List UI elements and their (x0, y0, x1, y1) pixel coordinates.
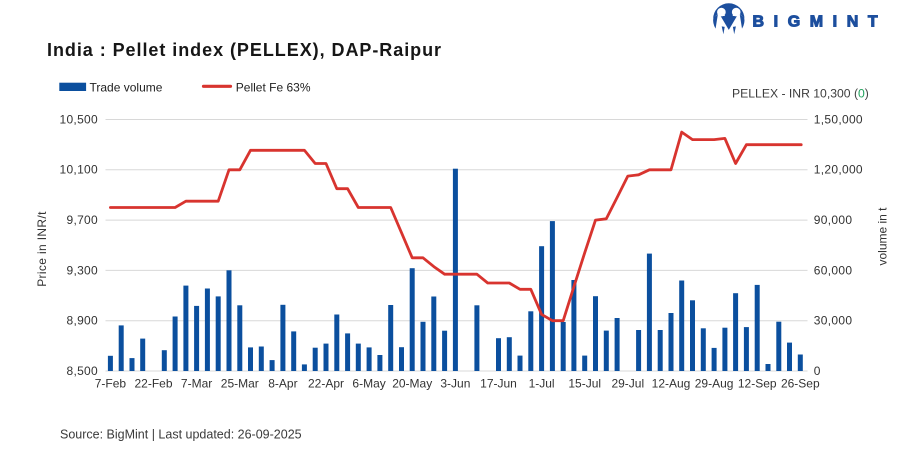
svg-text:20-May: 20-May (392, 376, 432, 390)
svg-text:60,000: 60,000 (814, 263, 853, 277)
svg-text:BIGMINT: BIGMINT (753, 14, 888, 31)
svg-text:Pellet Fe 63%: Pellet Fe 63% (236, 80, 311, 94)
svg-text:1,50,000: 1,50,000 (814, 112, 863, 126)
svg-text:22-Apr: 22-Apr (308, 376, 344, 390)
svg-text:26-Sep: 26-Sep (781, 376, 820, 390)
svg-text:8,500: 8,500 (66, 364, 98, 378)
svg-text:1,20,000: 1,20,000 (814, 163, 863, 177)
svg-text:Price in INR/t: Price in INR/t (35, 211, 49, 287)
svg-text:12-Sep: 12-Sep (738, 376, 777, 390)
svg-text:25-Mar: 25-Mar (221, 376, 259, 390)
svg-text:7-Mar: 7-Mar (181, 376, 212, 390)
svg-text:9,300: 9,300 (66, 263, 98, 277)
svg-text:3-Jun: 3-Jun (440, 376, 470, 390)
svg-text:12-Aug: 12-Aug (652, 376, 691, 390)
svg-text:30,000: 30,000 (814, 314, 853, 328)
svg-text:17-Jun: 17-Jun (480, 376, 517, 390)
svg-text:PELLEX - INR 10,300 (0): PELLEX - INR 10,300 (0) (732, 86, 869, 100)
svg-text:6-May: 6-May (352, 376, 385, 390)
svg-text:90,000: 90,000 (814, 213, 853, 227)
svg-text:29-Jul: 29-Jul (611, 376, 644, 390)
svg-text:7-Feb: 7-Feb (95, 376, 127, 390)
svg-text:India : Pellet index (PELLEX),: India : Pellet index (PELLEX), DAP-Raipu… (47, 40, 442, 60)
svg-text:volume in t: volume in t (875, 207, 889, 266)
svg-text:29-Aug: 29-Aug (695, 376, 734, 390)
svg-text:Source: BigMint | Last updated: Source: BigMint | Last updated: 26-09-20… (60, 428, 302, 442)
svg-text:8-Apr: 8-Apr (268, 376, 297, 390)
svg-text:10,500: 10,500 (59, 112, 98, 126)
svg-text:Trade volume: Trade volume (90, 80, 163, 94)
svg-text:15-Jul: 15-Jul (568, 376, 601, 390)
svg-text:10,100: 10,100 (59, 163, 98, 177)
svg-text:0: 0 (814, 364, 821, 378)
svg-text:1-Jul: 1-Jul (529, 376, 555, 390)
svg-text:22-Feb: 22-Feb (134, 376, 172, 390)
svg-text:8,900: 8,900 (66, 314, 98, 328)
svg-text:9,700: 9,700 (66, 213, 98, 227)
